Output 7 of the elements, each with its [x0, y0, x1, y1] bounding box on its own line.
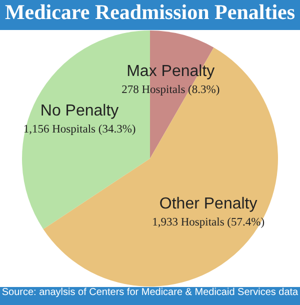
slice-label: Max Penalty — [126, 63, 215, 80]
data-label: 278 Hospitals (8.3%) — [122, 84, 220, 96]
chart-title: Medicare Readmission Penalties — [4, 0, 296, 26]
source-note: Source: anaylsis of Centers for Medicare & Medicaid Services data — [0, 287, 300, 300]
slice-label: Other Penalty — [159, 195, 258, 212]
slice-label: No Penalty — [40, 102, 119, 120]
data-label: 1,156 Hospitals (34.3%) — [23, 124, 136, 136]
